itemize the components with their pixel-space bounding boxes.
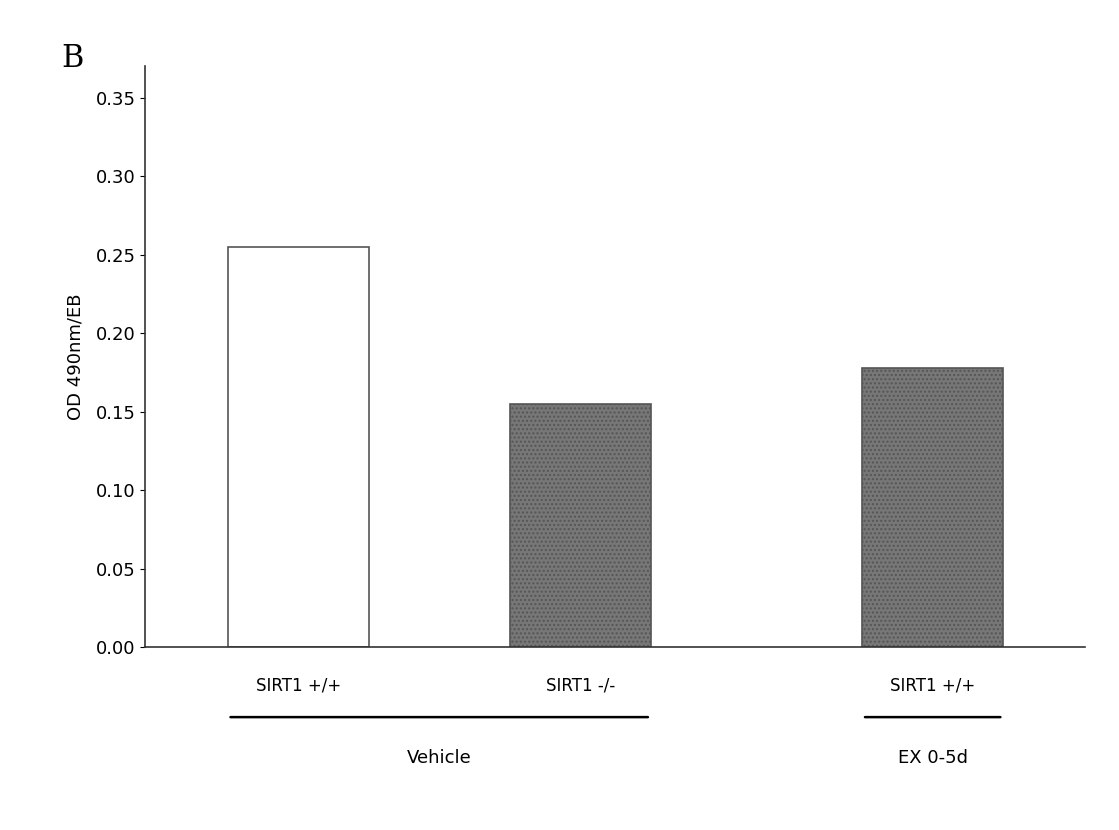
Text: B: B [60,43,83,74]
Bar [228,247,369,647]
Text: SIRT1 -/-: SIRT1 -/- [546,676,614,695]
Text: Vehicle: Vehicle [407,749,471,767]
Bar [863,368,1004,647]
Y-axis label: OD 490nm/EB: OD 490nm/EB [67,294,85,420]
Text: EX 0-5d: EX 0-5d [897,749,968,767]
Text: SIRT1 +/+: SIRT1 +/+ [890,676,976,695]
Text: SIRT1 +/+: SIRT1 +/+ [255,676,341,695]
Bar [510,404,651,647]
